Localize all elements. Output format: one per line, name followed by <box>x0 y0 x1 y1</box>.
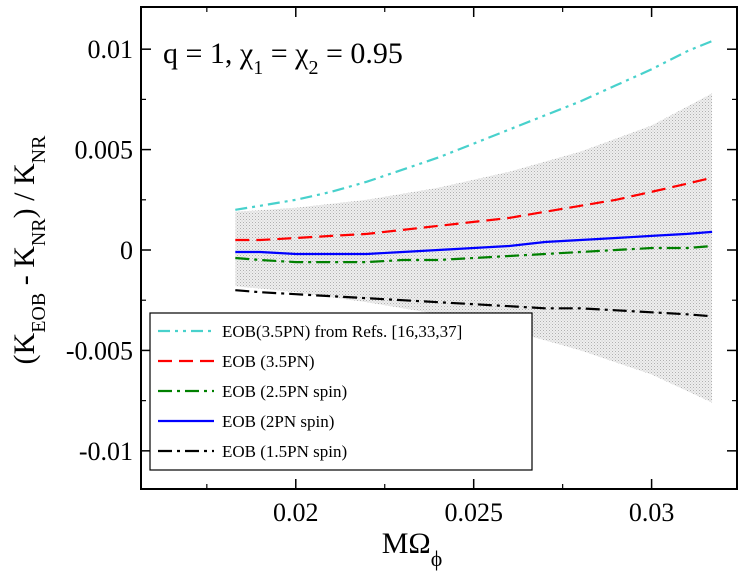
series-line-4 <box>235 230 713 256</box>
series-layer <box>235 40 713 318</box>
series-line-1 <box>235 40 713 211</box>
y-tick-label: 0.01 <box>88 35 134 64</box>
y-tick-label: 0 <box>120 236 133 265</box>
legend-label-1: EOB(3.5PN) from Refs. [16,33,37] <box>222 322 462 341</box>
annotation-text: q = 1, χ1 = χ2 = 0.95 <box>163 37 403 79</box>
plot-frame <box>140 6 738 490</box>
x-tick-label: 0.025 <box>444 498 503 527</box>
y-tick-label: -0.005 <box>66 336 133 365</box>
y-axis-title: (KEOB - KNR) / KNR <box>8 135 50 365</box>
series-line-5 <box>235 289 713 318</box>
y-tick-label: -0.01 <box>79 437 133 466</box>
ticks-layer: 0.02 0.025 0.03 0.01 0.005 0 -0.005 -0.01 <box>66 7 737 527</box>
legend: EOB(3.5PN) from Refs. [16,33,37] EOB (3.5… <box>149 312 533 471</box>
y-tick-label: 0.005 <box>75 136 134 165</box>
legend-label-4: EOB (2PN spin) <box>222 412 334 431</box>
legend-label-3: EOB (2.5PN spin) <box>222 382 347 401</box>
x-tick-label: 0.02 <box>273 498 319 527</box>
series-line-2 <box>235 176 713 242</box>
legend-label-2: EOB (3.5PN) <box>222 352 315 371</box>
legend-label-5: EOB (1.5PN spin) <box>222 442 347 461</box>
x-tick-label: 0.03 <box>629 498 675 527</box>
x-axis-title: MΩϕ <box>382 527 443 571</box>
